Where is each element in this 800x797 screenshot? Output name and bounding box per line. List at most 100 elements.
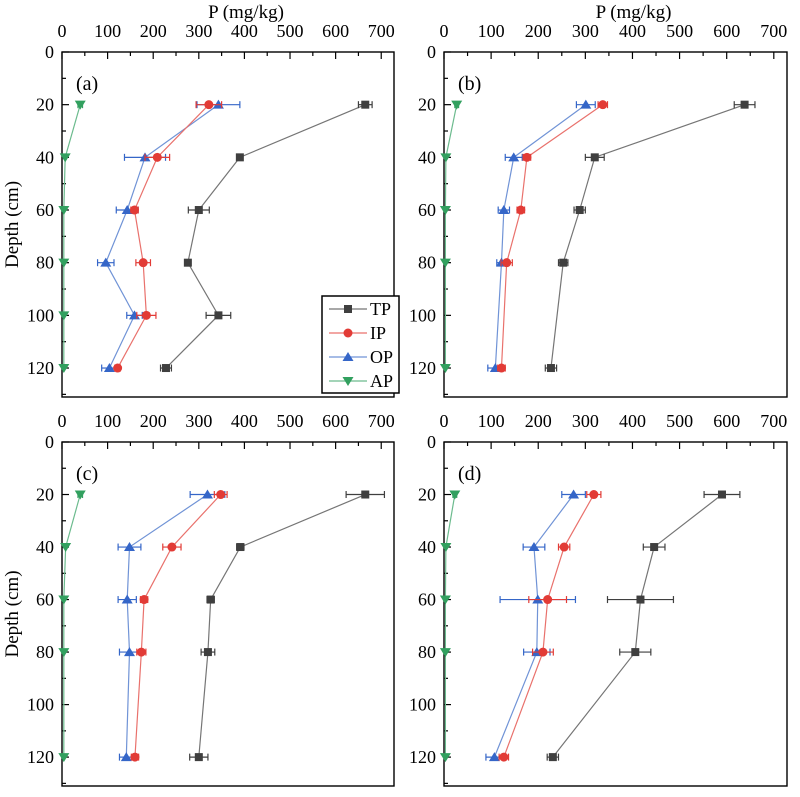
op-marker: [103, 363, 115, 373]
y-tick-label: 100: [27, 305, 54, 325]
x-tick-label: 300: [185, 21, 212, 41]
ap-marker: [58, 311, 70, 321]
y-tick-label: 60: [36, 200, 54, 220]
ip-marker: [543, 595, 553, 605]
x-tick-label: 0: [58, 21, 67, 41]
y-tick-label: 120: [27, 358, 54, 378]
ip-marker: [130, 752, 140, 762]
ip-legend-marker: [343, 328, 353, 338]
ap-marker: [439, 206, 451, 216]
tp-marker: [559, 258, 568, 267]
ip-marker: [216, 490, 226, 500]
x-tick-label: 500: [277, 21, 304, 41]
legend-item-IP: IP: [329, 323, 386, 343]
tp-marker: [236, 543, 245, 552]
ip-marker: [167, 542, 177, 552]
ap-marker: [440, 543, 452, 553]
x-tick-label: 700: [760, 21, 787, 41]
y-axis-title: Depth (cm): [2, 181, 23, 268]
panel-a-frame: [61, 51, 395, 398]
y-tick-label: 0: [45, 432, 54, 452]
x-tick-label: 200: [140, 411, 167, 431]
tp-marker: [590, 153, 599, 162]
ap-marker: [449, 490, 461, 500]
y-tick-label: 120: [27, 747, 54, 767]
ip-marker: [516, 205, 526, 215]
ap-legend-marker: [342, 377, 354, 386]
ip-marker: [538, 647, 548, 657]
ap-marker: [439, 595, 451, 605]
tp-marker: [740, 100, 749, 109]
op-marker: [568, 489, 580, 499]
panel-c-series-TP: [189, 490, 386, 762]
ap-marker: [58, 364, 70, 374]
x-tick-label: 0: [58, 411, 67, 431]
ap-marker: [439, 648, 451, 658]
x-tick-label: 0: [440, 411, 449, 431]
op-marker: [580, 99, 592, 109]
y-tick-label: 120: [409, 747, 436, 767]
x-tick-label: 500: [666, 411, 693, 431]
op-marker: [123, 542, 135, 552]
y-tick-label: 60: [418, 200, 436, 220]
x-tick-label: 300: [572, 21, 599, 41]
panel-d-series-IP: [498, 490, 602, 762]
panel-b-series-TP: [544, 100, 756, 373]
ap-marker: [60, 543, 72, 553]
ap-marker: [58, 206, 70, 216]
ip-marker: [589, 490, 599, 500]
series-line: [63, 104, 81, 369]
legend: TP IP OP AP: [321, 295, 400, 394]
op-marker: [123, 647, 135, 657]
y-tick-label: 100: [409, 305, 436, 325]
tp-marker: [194, 206, 203, 215]
panel-d-series-AP: [439, 490, 461, 763]
legend-item-TP: TP: [329, 299, 391, 319]
ip-marker: [130, 205, 140, 215]
ap-marker: [58, 258, 70, 268]
y-tick-label: 0: [427, 42, 436, 62]
legend-item-AP: AP: [329, 371, 393, 391]
x-tick-label: 500: [277, 411, 304, 431]
tp-marker: [548, 753, 557, 762]
y-tick-label: 120: [409, 358, 436, 378]
ap-marker: [58, 753, 70, 763]
tp-marker: [183, 258, 192, 267]
series-line: [165, 104, 366, 369]
ip-marker: [598, 100, 608, 110]
x-tick-label: 100: [478, 21, 505, 41]
legend-label-IP: IP: [370, 323, 386, 343]
panel-label-b: (b): [458, 73, 481, 95]
x-tick-label: 400: [231, 411, 258, 431]
ap-marker: [74, 100, 86, 110]
ap-marker: [59, 153, 71, 163]
ip-marker: [522, 152, 532, 162]
panel-label-d: (d): [458, 463, 481, 485]
tp-marker: [650, 543, 659, 552]
y-tick-label: 40: [418, 147, 436, 167]
panel-label-a: (a): [76, 73, 98, 95]
series-line: [105, 104, 219, 369]
ip-marker: [499, 752, 509, 762]
y-axis-title: Depth (cm): [2, 570, 23, 657]
tp-marker: [631, 648, 640, 657]
ap-marker: [440, 153, 452, 163]
tp-marker: [717, 490, 726, 499]
ip-marker: [113, 363, 123, 373]
panel-b-frame: [443, 51, 788, 398]
x-tick-label: 200: [525, 21, 552, 41]
tp-legend-marker: [344, 305, 352, 313]
panel-b-series-AP: [439, 100, 463, 374]
y-tick-label: 40: [418, 537, 436, 557]
x-axis-title: P (mg/kg): [596, 2, 672, 23]
ip-marker: [138, 258, 148, 268]
x-tick-label: 700: [368, 411, 395, 431]
ap-marker: [74, 490, 86, 500]
x-tick-label: 700: [368, 21, 395, 41]
op-marker: [488, 752, 500, 762]
y-tick-label: 100: [27, 695, 54, 715]
op-legend-marker: [342, 352, 354, 361]
